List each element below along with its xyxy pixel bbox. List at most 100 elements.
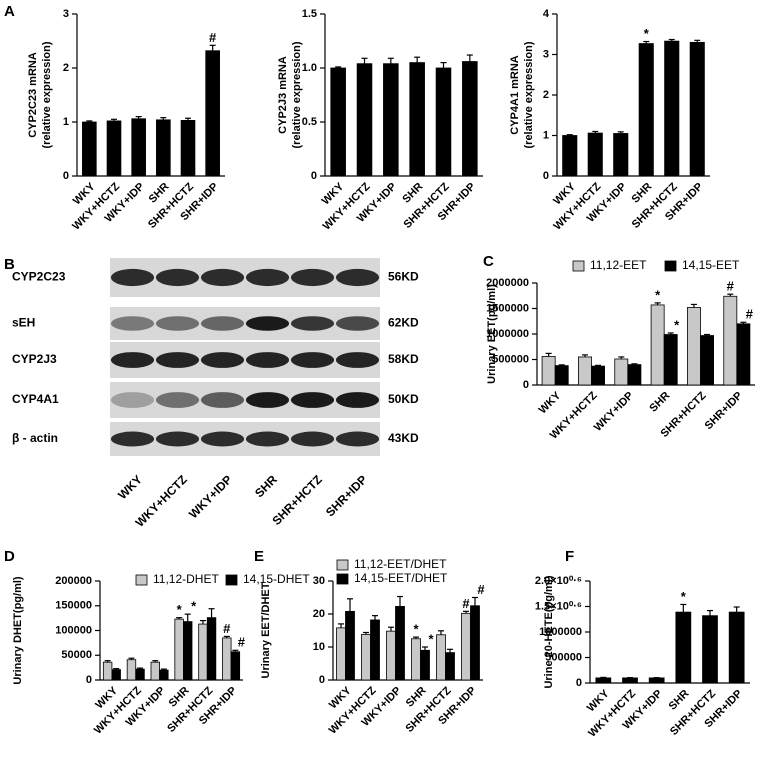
annotation: #: [462, 596, 470, 611]
y-tick-label: 500000: [492, 353, 529, 365]
blot-band: [335, 392, 380, 408]
blot-row-label: CYP4A1: [12, 392, 59, 406]
legend-swatch: [135, 574, 148, 586]
bar: [206, 617, 217, 681]
bar: [675, 611, 692, 684]
panel-label: D: [4, 548, 15, 565]
blot-band: [245, 268, 290, 287]
bar: [587, 132, 603, 177]
y-tick-label: 20: [313, 608, 325, 620]
blot-membrane: [110, 307, 380, 340]
y-tick-label: 1: [63, 116, 69, 128]
y-tick-label: 150000: [55, 600, 92, 612]
y-axis-label: CYP4A1 mRNA: [509, 55, 521, 135]
blot-band: [335, 316, 380, 331]
bar: [648, 677, 665, 684]
bar: [135, 668, 145, 681]
y-tick-label: 1000000: [486, 328, 529, 340]
bar: [591, 365, 605, 386]
bar: [554, 365, 569, 386]
blot-band: [245, 392, 290, 408]
x-tick-label: SHR: [647, 390, 672, 415]
bar: [106, 120, 122, 177]
bar: [82, 121, 97, 177]
blot-row-label: sEH: [12, 316, 35, 330]
legend-swatch: [336, 559, 349, 571]
bar: [420, 649, 430, 681]
blot-band: [335, 268, 380, 287]
blot-band: [200, 352, 245, 368]
y-tick-label: 0: [319, 674, 325, 686]
blot-size-label: 62KD: [388, 316, 419, 330]
y-tick-label: 3: [543, 48, 549, 60]
y-tick-label: 2: [543, 89, 549, 101]
annotation: *: [655, 287, 661, 302]
bar: [102, 661, 113, 681]
panel-label: C: [483, 253, 494, 270]
y-tick-label: 2000000: [486, 277, 529, 289]
bar: [336, 627, 346, 681]
bar: [370, 619, 380, 681]
y-tick-label: 50000: [61, 649, 92, 661]
blot-band: [200, 268, 245, 287]
bar: [126, 659, 137, 681]
bar: [702, 615, 718, 684]
bar: [700, 335, 714, 386]
y-axis-label: Urinary EET(pg/ml): [486, 284, 498, 384]
bar: [664, 40, 680, 177]
bar: [723, 295, 738, 386]
bar: [562, 135, 578, 177]
bar: [663, 334, 678, 386]
annotation: *: [428, 631, 434, 646]
y-tick-label: 0: [86, 674, 92, 686]
legend-label: 14,15-EET: [682, 258, 740, 272]
blot-band: [245, 352, 290, 368]
bar: [345, 610, 355, 681]
bar: [395, 606, 405, 681]
bar: [689, 41, 705, 177]
legend-swatch: [664, 260, 677, 272]
blot-band: [155, 268, 200, 287]
legend-label: 11,12-DHET: [153, 572, 219, 586]
y-tick-label: 30: [313, 575, 325, 587]
y-tick-label: 10: [313, 641, 325, 653]
bar: [470, 605, 480, 681]
y-axis-label: Urinary EET/DHET: [260, 582, 272, 678]
bar: [383, 63, 399, 177]
annotation: #: [746, 307, 754, 322]
annotation: #: [238, 635, 246, 650]
bar: [159, 669, 169, 681]
annotation: *: [191, 599, 197, 614]
annotation: #: [727, 279, 735, 294]
bar: [436, 634, 446, 681]
blot-band: [155, 431, 200, 447]
y-tick-label: 0: [311, 170, 317, 182]
legend-swatch: [336, 573, 349, 585]
y-tick-label: 2.0×10⁰·⁶: [535, 575, 582, 587]
blot-membrane: [110, 342, 380, 378]
bar: [222, 637, 232, 681]
y-axis-label: CYP2C23 mRNA: [27, 52, 39, 138]
y-tick-label: 1.0: [302, 62, 317, 74]
y-tick-label: 1: [543, 129, 549, 141]
y-tick-label: 1500000: [486, 302, 529, 314]
bar: [230, 651, 241, 681]
bar: [156, 119, 171, 177]
blot-membrane: [110, 422, 380, 456]
blot-band: [290, 352, 335, 368]
blot-lane-label: SHR: [252, 472, 280, 500]
y-axis-label: (relative expression): [291, 41, 303, 148]
blot-lane-label: WKY: [115, 472, 145, 502]
blot-band: [335, 431, 380, 447]
y-axis-label: CYP2J3 mRNA: [277, 56, 289, 134]
blot-band: [200, 431, 245, 447]
bar: [198, 623, 208, 681]
annotation: #: [223, 621, 231, 636]
bar: [462, 61, 478, 177]
legend-swatch: [572, 260, 585, 272]
blot-band: [290, 431, 335, 447]
blot-membrane: [110, 258, 380, 297]
bar: [411, 638, 421, 681]
blot-band: [110, 352, 155, 368]
y-tick-label: 0: [543, 170, 549, 182]
